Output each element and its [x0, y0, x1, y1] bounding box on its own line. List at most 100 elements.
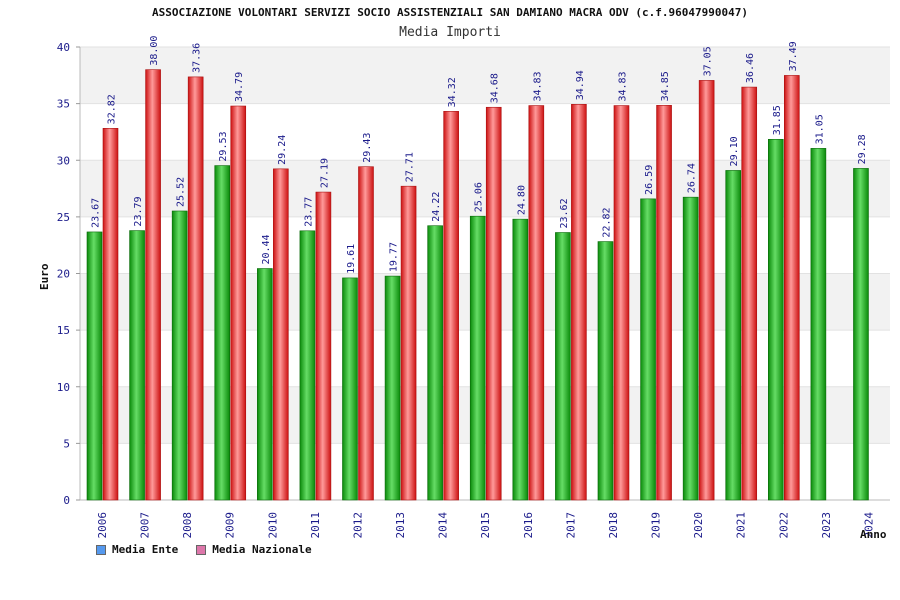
data-label: 31.05	[814, 114, 825, 144]
x-tick-label: 2014	[437, 512, 450, 539]
data-label: 29.28	[857, 134, 868, 164]
x-tick-label: 2016	[522, 512, 535, 539]
data-label: 32.82	[107, 94, 118, 124]
bar-media-nazionale	[145, 69, 161, 501]
bar-media-ente	[171, 210, 188, 501]
y-tick-label: 25	[57, 211, 70, 224]
data-label: 34.79	[234, 72, 245, 102]
x-tick-label: 2013	[394, 512, 407, 539]
x-tick-label: 2020	[692, 512, 705, 539]
bar-media-ente	[129, 230, 145, 501]
data-label: 34.94	[575, 70, 586, 100]
data-label: 23.79	[133, 196, 144, 226]
bar-media-nazionale	[315, 191, 332, 501]
legend-swatch-ente	[96, 544, 106, 555]
bar-media-nazionale	[230, 105, 247, 501]
bar-media-nazionale	[102, 128, 119, 501]
x-tick-label: 2017	[564, 512, 577, 539]
data-label: 27.71	[405, 152, 416, 182]
y-axis-label: Euro	[38, 263, 51, 291]
data-label: 23.77	[303, 197, 314, 227]
bar-media-nazionale	[358, 166, 374, 501]
bar-media-ente	[384, 275, 401, 501]
data-label: 34.68	[490, 73, 501, 103]
y-tick-label: 40	[57, 41, 70, 54]
x-tick-label: 2023	[820, 512, 833, 539]
bar-media-ente	[597, 241, 614, 501]
bar-media-nazionale	[571, 104, 587, 501]
data-label: 24.80	[516, 185, 527, 215]
data-label: 25.06	[474, 182, 485, 212]
x-tick-label: 2012	[351, 512, 364, 539]
x-tick-label: 2024	[862, 512, 875, 539]
data-label: 34.83	[532, 71, 543, 101]
legend-swatch-nazionale	[196, 544, 207, 555]
x-tick-label: 2007	[139, 512, 152, 539]
data-label: 31.85	[772, 105, 783, 135]
x-axis-label: Anno	[860, 528, 887, 541]
x-tick-label: 2021	[735, 512, 748, 539]
data-label: 27.19	[319, 158, 330, 188]
bar-media-ente	[853, 168, 869, 501]
chart-subtitle: Media Importi	[399, 25, 501, 40]
bar-media-ente	[768, 138, 784, 501]
data-label: 20.44	[261, 234, 272, 264]
y-tick-label: 30	[57, 154, 70, 167]
data-label: 23.62	[559, 198, 570, 228]
y-tick-label: 35	[57, 98, 70, 111]
x-tick-label: 2015	[479, 512, 492, 539]
bar-media-ente	[427, 225, 443, 501]
bar-media-nazionale	[187, 76, 204, 501]
bar-media-nazionale	[400, 185, 417, 501]
legend-label-ente: Media Ente	[112, 543, 179, 556]
data-label: 26.59	[644, 165, 655, 195]
bar-media-ente	[469, 215, 486, 501]
bar-media-nazionale	[741, 86, 758, 501]
bar-media-ente	[86, 231, 103, 501]
bar-media-ente	[299, 230, 316, 501]
data-label: 38.00	[149, 36, 160, 66]
data-label: 24.22	[431, 192, 442, 222]
data-label: 37.05	[703, 46, 714, 76]
y-tick-label: 0	[63, 494, 70, 507]
bar-media-nazionale	[613, 105, 630, 501]
data-label: 34.83	[617, 71, 628, 101]
data-label: 19.77	[389, 242, 400, 272]
bar-media-ente	[342, 277, 358, 501]
data-label: 36.46	[745, 53, 756, 83]
x-tick-label: 2022	[777, 512, 790, 539]
x-tick-label: 2006	[96, 512, 109, 539]
bar-media-nazionale	[485, 106, 502, 501]
data-label: 29.43	[362, 133, 373, 163]
data-label: 34.85	[660, 71, 671, 101]
bar-media-nazionale	[656, 105, 672, 501]
data-label: 19.61	[346, 244, 357, 274]
bar-media-ente	[810, 148, 827, 501]
bar-media-nazionale	[443, 111, 459, 501]
data-label: 29.10	[729, 136, 740, 166]
legend: Media Ente Media Nazionale	[96, 543, 312, 556]
x-tick-label: 2019	[650, 512, 663, 539]
y-tick-label: 15	[57, 324, 70, 337]
data-label: 22.82	[601, 207, 612, 237]
bar-media-nazionale	[273, 168, 289, 501]
legend-item-nazionale: Media Nazionale	[196, 543, 312, 556]
bar-media-ente	[555, 232, 571, 501]
x-tick-label: 2010	[266, 512, 279, 539]
x-tick-label: 2008	[181, 512, 194, 539]
data-label: 34.32	[447, 77, 458, 107]
bar-media-nazionale	[784, 75, 800, 501]
chart-title: ASSOCIAZIONE VOLONTARI SERVIZI SOCIO ASS…	[151, 6, 749, 19]
legend-item-ente: Media Ente	[96, 543, 178, 556]
y-tick-label: 5	[63, 437, 70, 450]
legend-label-nazionale: Media Nazionale	[212, 543, 312, 556]
bar-media-ente	[257, 268, 273, 501]
bar-media-ente	[682, 196, 699, 501]
data-label: 37.49	[788, 41, 799, 71]
data-label: 26.74	[687, 163, 698, 193]
x-tick-label: 2011	[309, 512, 322, 539]
data-label: 29.24	[277, 135, 288, 165]
bar-media-ente	[214, 165, 231, 501]
y-tick-label: 10	[57, 381, 70, 394]
